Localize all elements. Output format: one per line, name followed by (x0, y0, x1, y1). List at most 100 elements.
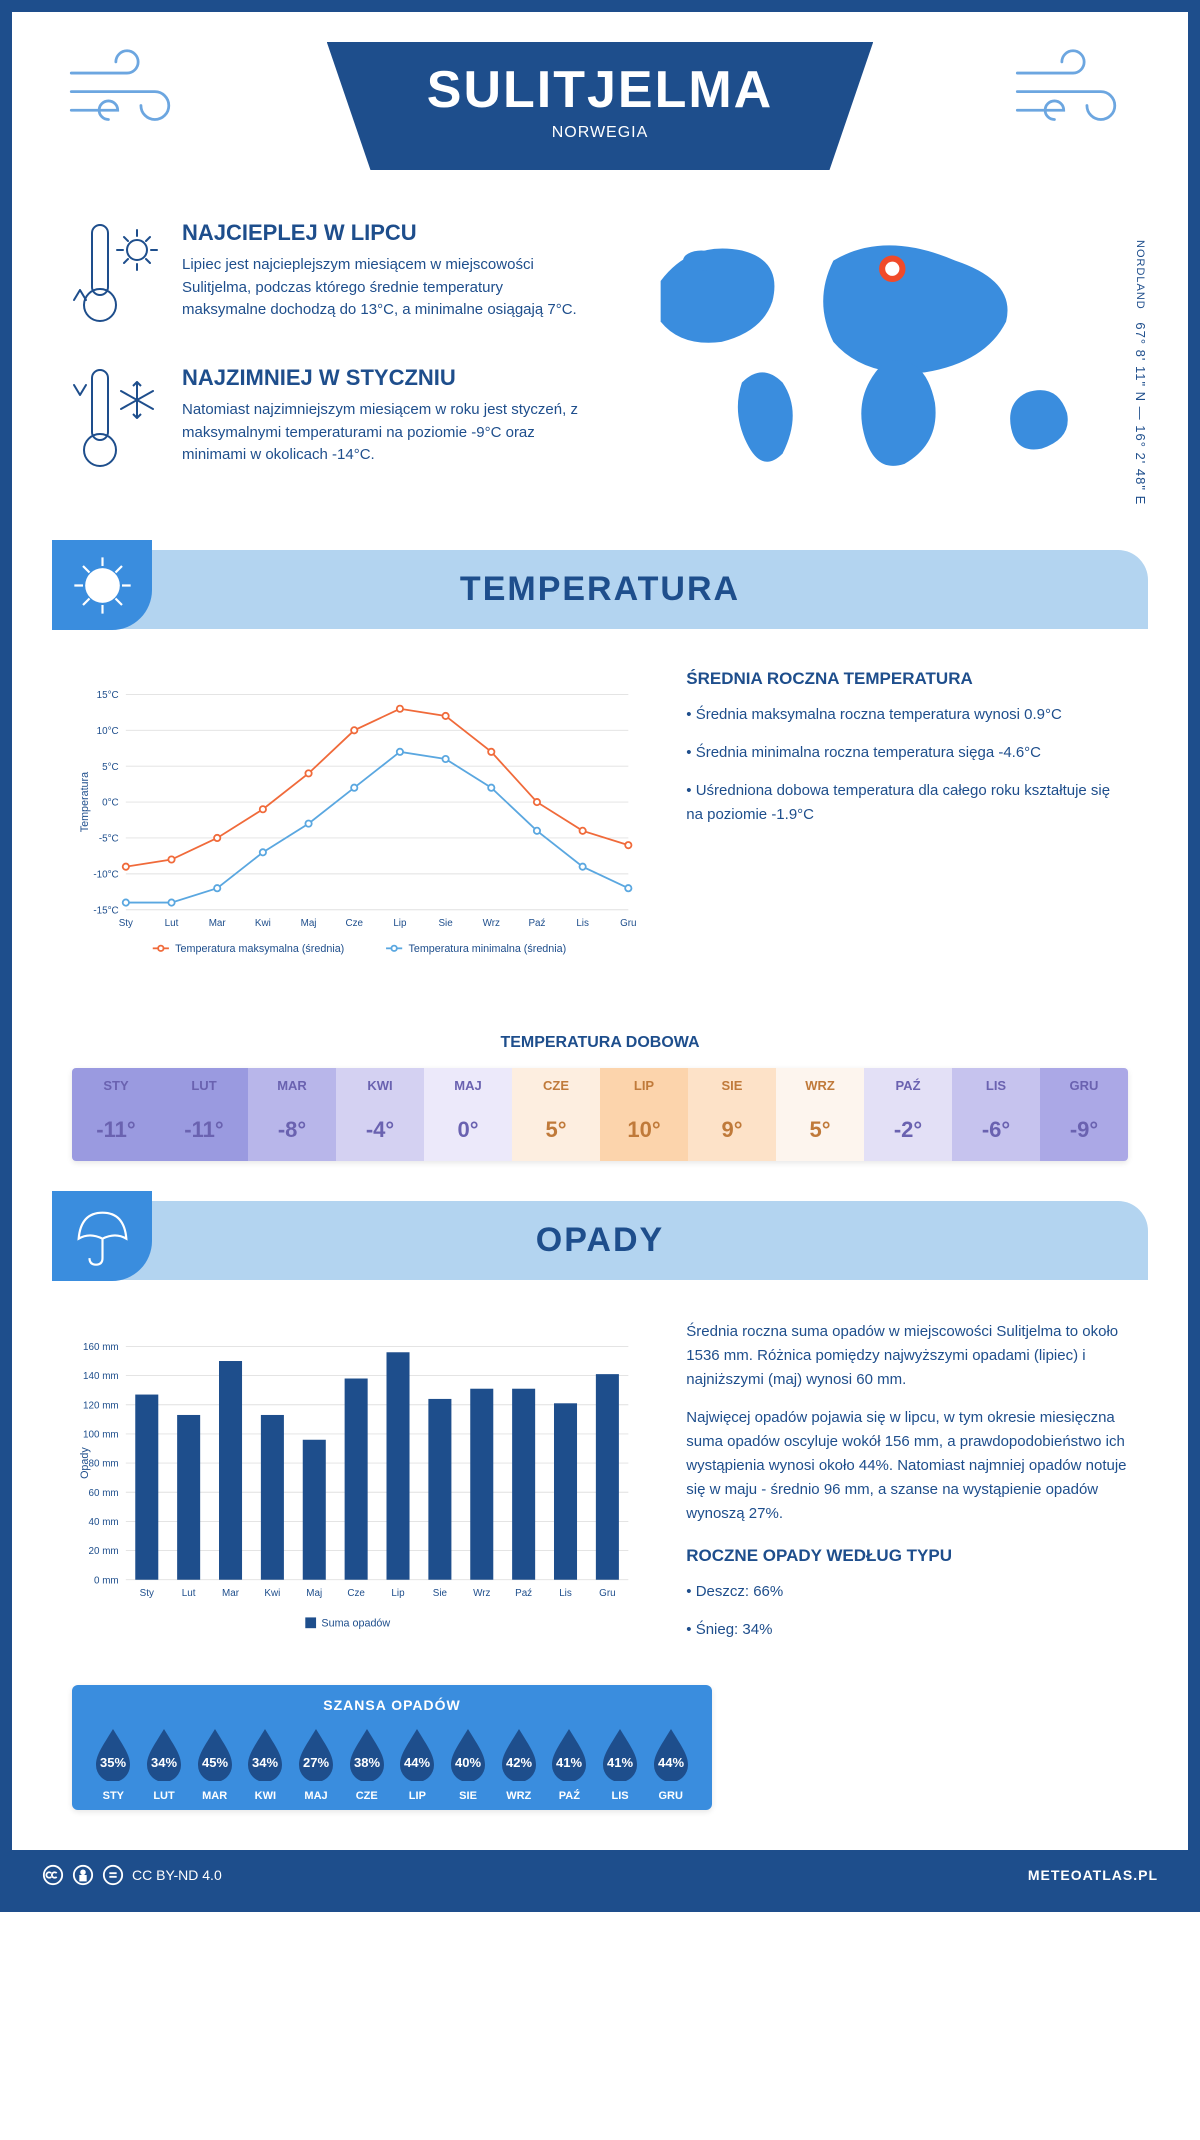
svg-text:20 mm: 20 mm (89, 1546, 119, 1557)
svg-text:Kwi: Kwi (264, 1588, 280, 1599)
svg-text:-10°C: -10°C (93, 869, 118, 880)
temp-cell: LIS-6° (952, 1068, 1040, 1161)
svg-text:5°C: 5°C (102, 762, 119, 773)
temperature-body: -15°C-10°C-5°C0°C5°C10°C15°CStyLutMarKwi… (12, 629, 1188, 1034)
opady-title: OPADY (52, 1221, 1148, 1260)
rain-chance-drop: 41%PAŹ (544, 1725, 595, 1802)
rain-chance-drop: 34%KWI (240, 1725, 291, 1802)
svg-text:Lis: Lis (559, 1588, 572, 1599)
opady-type-title: ROCZNE OPADY WEDŁUG TYPU (686, 1546, 1128, 1566)
sun-icon (52, 540, 152, 630)
warmest-text: Lipiec jest najcieplejszym miesiącem w m… (182, 254, 580, 322)
svg-text:60 mm: 60 mm (89, 1488, 119, 1499)
svg-text:Gru: Gru (599, 1588, 615, 1599)
license-text: CC BY-ND 4.0 (132, 1867, 222, 1883)
svg-text:Gru: Gru (620, 918, 636, 929)
license-block: CC BY-ND 4.0 (42, 1864, 222, 1886)
svg-text:41%: 41% (607, 1755, 633, 1770)
svg-text:Temperatura minimalna (średnia: Temperatura minimalna (średnia) (408, 943, 566, 955)
svg-text:35%: 35% (100, 1755, 126, 1770)
opady-text: Średnia roczna suma opadów w miejscowośc… (686, 1320, 1128, 1665)
by-icon (72, 1864, 94, 1886)
svg-text:Cze: Cze (347, 1588, 365, 1599)
map-column: NORDLAND 67° 8' 11" N — 16° 2' 48" E (620, 220, 1128, 510)
temp-cell: PAŹ-2° (864, 1068, 952, 1161)
svg-text:Mar: Mar (209, 918, 227, 929)
header: SULITJELMA NORWEGIA (12, 12, 1188, 190)
facts-column: NAJCIEPLEJ W LIPCU Lipiec jest najcieple… (72, 220, 580, 510)
temp-cell: SIE9° (688, 1068, 776, 1161)
summary-bullet: • Średnia maksymalna roczna temperatura … (686, 703, 1128, 727)
szansa-opadow: SZANSA OPADÓW 35%STY34%LUT45%MAR34%KWI27… (72, 1685, 712, 1810)
umbrella-icon (52, 1191, 152, 1281)
cc-icon (42, 1864, 64, 1886)
daily-temp-table: TEMPERATURA DOBOWA STY-11°LUT-11°MAR-8°K… (72, 1034, 1128, 1161)
svg-text:45%: 45% (202, 1755, 228, 1770)
svg-text:Lut: Lut (165, 918, 179, 929)
svg-text:160 mm: 160 mm (83, 1342, 119, 1353)
wind-icon (62, 42, 192, 137)
rain-chance-drop: 45%MAR (189, 1725, 240, 1802)
rain-chance-drop: 44%GRU (645, 1725, 696, 1802)
temperature-section-header: TEMPERATURA (52, 550, 1148, 629)
svg-text:41%: 41% (556, 1755, 582, 1770)
svg-text:Sty: Sty (140, 1588, 154, 1599)
svg-text:Sie: Sie (433, 1588, 448, 1599)
opady-type-bullet: • Śnieg: 34% (686, 1618, 1128, 1642)
rain-chance-drop: 42%WRZ (493, 1725, 544, 1802)
svg-text:Lip: Lip (391, 1588, 405, 1599)
svg-text:27%: 27% (303, 1755, 329, 1770)
szansa-title: SZANSA OPADÓW (88, 1697, 696, 1713)
temp-cell: MAJ0° (424, 1068, 512, 1161)
svg-text:Paź: Paź (528, 918, 545, 929)
temp-cell: CZE5° (512, 1068, 600, 1161)
svg-text:Lip: Lip (393, 918, 407, 929)
svg-text:Paź: Paź (515, 1588, 532, 1599)
thermometer-snow-icon (72, 365, 162, 480)
svg-text:Sty: Sty (119, 918, 133, 929)
intro-section: NAJCIEPLEJ W LIPCU Lipiec jest najcieple… (12, 190, 1188, 550)
summary-bullet: • Średnia minimalna roczna temperatura s… (686, 741, 1128, 765)
nd-icon (102, 1864, 124, 1886)
svg-text:0 mm: 0 mm (94, 1575, 119, 1586)
warmest-fact: NAJCIEPLEJ W LIPCU Lipiec jest najcieple… (72, 220, 580, 335)
svg-text:Sie: Sie (438, 918, 453, 929)
footer: CC BY-ND 4.0 METEOATLAS.PL (12, 1850, 1188, 1900)
svg-text:Maj: Maj (301, 918, 317, 929)
rain-chance-drop: 38%CZE (341, 1725, 392, 1802)
svg-text:40 mm: 40 mm (89, 1517, 119, 1528)
page: SULITJELMA NORWEGIA NAJCIEPLEJ W LIPCU L… (0, 0, 1200, 1912)
svg-text:120 mm: 120 mm (83, 1400, 119, 1411)
coldest-fact: NAJZIMNIEJ W STYCZNIU Natomiast najzimni… (72, 365, 580, 480)
svg-text:44%: 44% (404, 1755, 430, 1770)
temp-cell: MAR-8° (248, 1068, 336, 1161)
rain-chance-drop: 40%SIE (443, 1725, 494, 1802)
site-name: METEOATLAS.PL (1028, 1867, 1158, 1883)
svg-text:80 mm: 80 mm (89, 1459, 119, 1470)
rain-chance-drop: 27%MAJ (291, 1725, 342, 1802)
temperature-summary: ŚREDNIA ROCZNA TEMPERATURA • Średnia mak… (686, 669, 1128, 994)
temp-cell: GRU-9° (1040, 1068, 1128, 1161)
svg-text:Mar: Mar (222, 1588, 240, 1599)
rain-chance-drop: 41%LIS (595, 1725, 646, 1802)
svg-text:Temperatura maksymalna (średni: Temperatura maksymalna (średnia) (175, 943, 344, 955)
svg-text:Wrz: Wrz (483, 918, 500, 929)
opady-para: Średnia roczna suma opadów w miejscowośc… (686, 1320, 1128, 1392)
temp-cell: KWI-4° (336, 1068, 424, 1161)
svg-text:15°C: 15°C (97, 690, 119, 701)
world-map-icon (620, 220, 1128, 489)
svg-text:Cze: Cze (345, 918, 363, 929)
opady-type-bullet: • Deszcz: 66% (686, 1580, 1128, 1604)
svg-text:-5°C: -5°C (99, 834, 119, 845)
rain-chance-drop: 44%LIP (392, 1725, 443, 1802)
rain-chance-drop: 34%LUT (139, 1725, 190, 1802)
temp-cell: WRZ5° (776, 1068, 864, 1161)
svg-text:Opady: Opady (79, 1447, 91, 1479)
opady-chart: 0 mm20 mm40 mm60 mm80 mm100 mm120 mm140 … (72, 1320, 646, 1665)
country-subtitle: NORWEGIA (427, 124, 773, 142)
summary-title: ŚREDNIA ROCZNA TEMPERATURA (686, 669, 1128, 689)
svg-text:10°C: 10°C (97, 726, 119, 737)
svg-text:42%: 42% (506, 1755, 532, 1770)
svg-text:Wrz: Wrz (473, 1588, 490, 1599)
temperature-title: TEMPERATURA (52, 570, 1148, 609)
